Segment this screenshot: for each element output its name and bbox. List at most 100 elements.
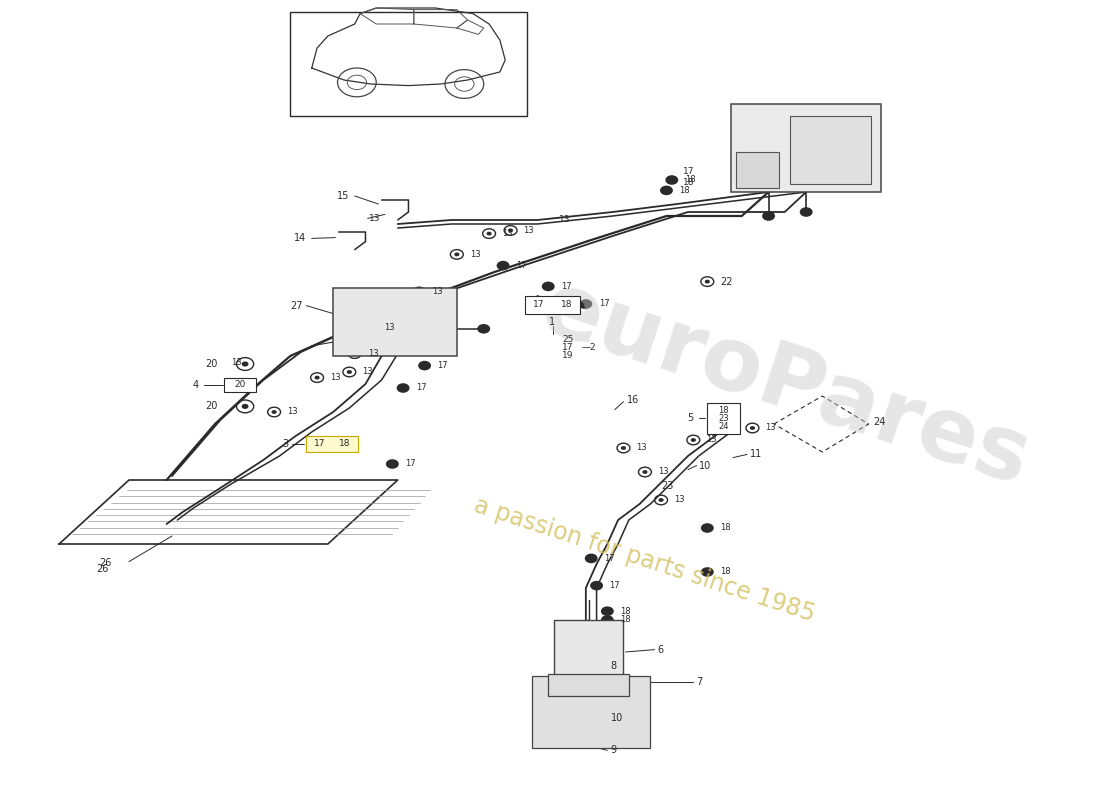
Text: 13: 13 — [368, 214, 381, 223]
Text: 8: 8 — [610, 661, 617, 670]
Bar — [790, 116, 871, 184]
Circle shape — [601, 615, 614, 625]
Circle shape — [477, 324, 491, 334]
Circle shape — [666, 175, 679, 185]
Text: 11: 11 — [750, 450, 762, 459]
Text: a passion for parts since 1985: a passion for parts since 1985 — [472, 494, 818, 626]
Circle shape — [590, 581, 603, 590]
Text: 13: 13 — [502, 229, 513, 238]
Text: 18: 18 — [680, 186, 690, 195]
Text: 3: 3 — [282, 439, 288, 449]
Text: 18: 18 — [718, 406, 728, 415]
Text: 13: 13 — [384, 323, 395, 333]
Text: 1: 1 — [549, 317, 556, 326]
Text: 17: 17 — [516, 261, 527, 270]
Circle shape — [496, 261, 509, 270]
Text: 7: 7 — [696, 677, 703, 686]
Text: 13: 13 — [524, 226, 535, 235]
Text: 13: 13 — [367, 349, 378, 358]
Text: 18: 18 — [561, 300, 572, 310]
Bar — [707, 403, 739, 434]
Text: 17: 17 — [561, 282, 572, 291]
Circle shape — [642, 470, 648, 474]
Text: 17: 17 — [609, 581, 620, 590]
Circle shape — [438, 345, 443, 348]
Text: 13: 13 — [658, 467, 669, 477]
Text: 20: 20 — [234, 380, 245, 390]
Text: 13: 13 — [706, 435, 717, 445]
Circle shape — [705, 280, 710, 283]
Text: 23: 23 — [661, 482, 673, 491]
Text: 13: 13 — [637, 443, 647, 453]
Text: 26: 26 — [97, 564, 109, 574]
Circle shape — [454, 253, 460, 256]
Text: 17: 17 — [683, 167, 694, 177]
Circle shape — [397, 383, 409, 393]
Circle shape — [368, 326, 373, 330]
Text: 13: 13 — [470, 250, 481, 259]
Text: 13: 13 — [231, 358, 242, 367]
Text: 9: 9 — [610, 746, 617, 755]
Text: 13: 13 — [766, 423, 775, 433]
Text: 5: 5 — [688, 414, 693, 423]
Bar — [290, 12, 527, 116]
Bar — [732, 104, 881, 192]
Text: 17: 17 — [438, 361, 448, 370]
Text: 18: 18 — [720, 523, 730, 533]
Circle shape — [242, 404, 249, 409]
Text: 25: 25 — [562, 334, 573, 344]
Text: 10: 10 — [610, 714, 623, 723]
Text: 17: 17 — [598, 299, 609, 309]
Text: 15: 15 — [337, 191, 350, 201]
Text: 13: 13 — [362, 367, 373, 377]
Circle shape — [508, 229, 514, 232]
Circle shape — [620, 446, 626, 450]
Circle shape — [242, 362, 249, 366]
Circle shape — [750, 426, 755, 430]
Circle shape — [762, 211, 776, 221]
Circle shape — [346, 296, 352, 299]
Text: 24: 24 — [872, 418, 886, 427]
Text: —2: —2 — [582, 342, 596, 352]
Text: 10: 10 — [698, 461, 711, 470]
Text: euroPares: euroPares — [529, 264, 1040, 504]
Circle shape — [660, 186, 673, 195]
Circle shape — [352, 352, 358, 355]
Text: 17: 17 — [416, 383, 427, 393]
Circle shape — [272, 410, 277, 414]
Text: 18: 18 — [684, 175, 695, 185]
Text: 6: 6 — [658, 645, 664, 654]
Text: 20: 20 — [205, 402, 217, 411]
Circle shape — [346, 345, 352, 348]
Bar — [333, 288, 456, 356]
Circle shape — [346, 370, 352, 374]
Text: 17: 17 — [532, 300, 544, 310]
Circle shape — [691, 438, 696, 442]
Circle shape — [418, 361, 431, 370]
Circle shape — [386, 459, 399, 469]
FancyBboxPatch shape — [223, 378, 256, 392]
Bar — [553, 620, 624, 676]
Text: 20: 20 — [205, 359, 217, 369]
Text: 22: 22 — [720, 277, 733, 286]
Text: 18: 18 — [620, 606, 631, 616]
Text: 18: 18 — [339, 439, 351, 449]
Bar — [525, 296, 581, 314]
Text: 13: 13 — [287, 407, 298, 417]
Text: 17: 17 — [405, 459, 416, 469]
Text: 18: 18 — [620, 615, 631, 625]
Text: 13: 13 — [432, 287, 442, 297]
Text: 27: 27 — [290, 301, 304, 310]
Bar — [307, 436, 358, 452]
Circle shape — [701, 523, 714, 533]
Circle shape — [486, 232, 492, 235]
Circle shape — [701, 567, 714, 577]
Text: 19: 19 — [562, 350, 574, 360]
Text: 16: 16 — [627, 395, 639, 405]
Text: 14: 14 — [294, 234, 307, 243]
Text: 17: 17 — [562, 342, 574, 352]
Text: 13: 13 — [674, 495, 684, 505]
Circle shape — [659, 498, 663, 502]
Text: 4: 4 — [192, 380, 199, 390]
Circle shape — [417, 290, 421, 294]
